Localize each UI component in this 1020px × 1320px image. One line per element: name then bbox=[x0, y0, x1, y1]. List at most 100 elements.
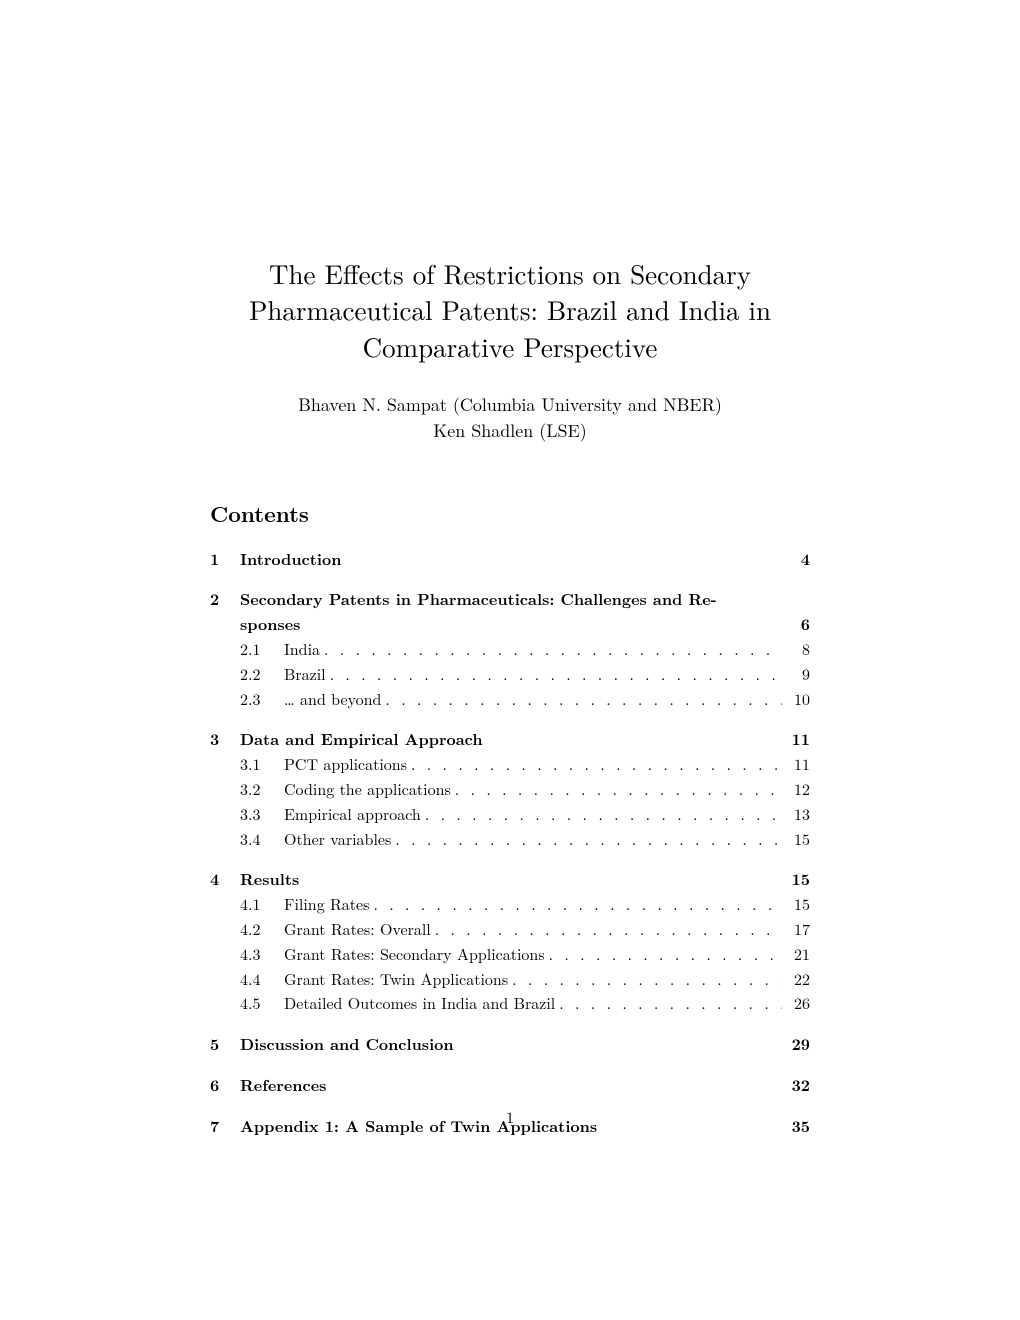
toc-page-number: 15 bbox=[786, 827, 810, 852]
author-line-1: Bhaven N. Sampat (Columbia University an… bbox=[210, 392, 810, 417]
toc-page-number: 11 bbox=[786, 727, 810, 752]
toc-leader-dots bbox=[330, 662, 782, 687]
toc-section-row: 3Data and Empirical Approach 11 bbox=[210, 727, 810, 752]
toc-subsection-row: 2.2Brazil 9 bbox=[210, 662, 810, 687]
toc-section-number: 5 bbox=[210, 1032, 240, 1057]
toc-page-number: 6 bbox=[786, 612, 810, 637]
toc-subsection-row: 4.4Grant Rates: Twin Applications 22 bbox=[210, 967, 810, 992]
toc-subsection-row: 2.3… and beyond 10 bbox=[210, 687, 810, 712]
toc-leader-dots bbox=[411, 752, 782, 777]
toc-subsection-number: 3.4 bbox=[240, 827, 284, 852]
toc-subsection-label: Coding the applications bbox=[284, 777, 451, 802]
toc-page-number: 15 bbox=[786, 892, 810, 917]
toc-page-number: 4 bbox=[786, 547, 810, 572]
toc-subsection-row: 4.3Grant Rates: Secondary Applications 21 bbox=[210, 942, 810, 967]
toc-leader-dots bbox=[324, 637, 782, 662]
contents-heading: Contents bbox=[210, 498, 810, 529]
toc-leader-dots bbox=[512, 967, 782, 992]
toc-page-number: 22 bbox=[786, 967, 810, 992]
toc-page-number: 9 bbox=[786, 662, 810, 687]
toc-section-number: 6 bbox=[210, 1073, 240, 1098]
toc-subsection-row: 3.1PCT applications 11 bbox=[210, 752, 810, 777]
toc-subsection-label: Grant Rates: Secondary Applications bbox=[284, 942, 545, 967]
toc-page-number: 13 bbox=[786, 802, 810, 827]
toc-subsection-row: 3.3Empirical approach 13 bbox=[210, 802, 810, 827]
toc-subsection-label: Grant Rates: Twin Applications bbox=[284, 967, 508, 992]
toc-subsection-label: Empirical approach bbox=[284, 802, 421, 827]
toc-section-row: 5Discussion and Conclusion 29 bbox=[210, 1032, 810, 1057]
toc-section-label: Secondary Patents in Pharmaceuticals: Ch… bbox=[240, 587, 717, 612]
toc-section-row: 4Results 15 bbox=[210, 867, 810, 892]
toc-section: 3Data and Empirical Approach113.1PCT app… bbox=[210, 727, 810, 851]
page-content: The Effects of Restrictions on Secondary… bbox=[210, 255, 810, 1155]
toc-page-number: 10 bbox=[786, 687, 810, 712]
toc-section: 1Introduction 4 bbox=[210, 547, 810, 572]
toc-subsection-label: Other variables bbox=[284, 827, 391, 852]
toc-leader-dots bbox=[549, 942, 782, 967]
toc-section-row: 2Secondary Patents in Pharmaceuticals: C… bbox=[210, 587, 810, 612]
page-number: 1 bbox=[210, 1105, 810, 1128]
toc-page-number: 26 bbox=[786, 991, 810, 1016]
toc-subsection-row: 4.1Filing Rates 15 bbox=[210, 892, 810, 917]
toc-section: 6References 32 bbox=[210, 1073, 810, 1098]
toc-subsection-number: 2.3 bbox=[240, 687, 284, 712]
toc-page-number: 21 bbox=[786, 942, 810, 967]
toc-subsection-label: Filing Rates bbox=[284, 892, 369, 917]
toc-section-row-cont: sponses 6 bbox=[210, 612, 810, 637]
toc-leader-dots bbox=[455, 777, 782, 802]
toc-section-label: Discussion and Conclusion bbox=[240, 1032, 454, 1057]
toc-section-number: 2 bbox=[210, 587, 240, 612]
toc-subsection-row: 3.4Other variables 15 bbox=[210, 827, 810, 852]
toc-leader-dots bbox=[395, 827, 782, 852]
toc-subsection-row: 4.5Detailed Outcomes in India and Brazil… bbox=[210, 991, 810, 1016]
toc-subsection-row: 2.1India 8 bbox=[210, 637, 810, 662]
toc-section: 4Results154.1Filing Rates154.2Grant Rate… bbox=[210, 867, 810, 1016]
toc-section: 5Discussion and Conclusion 29 bbox=[210, 1032, 810, 1057]
toc-subsection-label: Detailed Outcomes in India and Brazil bbox=[284, 991, 555, 1016]
toc-subsection-number: 2.1 bbox=[240, 637, 284, 662]
toc-subsection-number: 2.2 bbox=[240, 662, 284, 687]
toc-leader-dots bbox=[559, 991, 782, 1016]
toc-subsection-label: PCT applications bbox=[284, 752, 407, 777]
toc-section-row: 1Introduction 4 bbox=[210, 547, 810, 572]
author-block: Bhaven N. Sampat (Columbia University an… bbox=[210, 392, 810, 442]
toc-page-number: 12 bbox=[786, 777, 810, 802]
toc-subsection-row: 3.2Coding the applications 12 bbox=[210, 777, 810, 802]
toc-page-number: 15 bbox=[786, 867, 810, 892]
toc-section-label: Introduction bbox=[240, 547, 341, 572]
toc-page-number: 11 bbox=[786, 752, 810, 777]
toc-leader-dots bbox=[435, 917, 782, 942]
toc-subsection-number: 3.3 bbox=[240, 802, 284, 827]
toc-section-label: References bbox=[240, 1073, 326, 1098]
toc-subsection-number: 4.4 bbox=[240, 967, 284, 992]
toc-subsection-number: 3.2 bbox=[240, 777, 284, 802]
toc-subsection-number: 4.1 bbox=[240, 892, 284, 917]
toc-subsection-row: 4.2Grant Rates: Overall 17 bbox=[210, 917, 810, 942]
toc-subsection-label: Grant Rates: Overall bbox=[284, 917, 431, 942]
document-title: The Effects of Restrictions on Secondary… bbox=[210, 255, 810, 364]
toc-subsection-label: India bbox=[284, 637, 320, 662]
toc-section-label: Results bbox=[240, 867, 299, 892]
toc-page-number: 8 bbox=[786, 637, 810, 662]
toc-subsection-number: 4.5 bbox=[240, 991, 284, 1016]
toc-subsection-number: 3.1 bbox=[240, 752, 284, 777]
toc-page-number: 17 bbox=[786, 917, 810, 942]
toc-section-number: 4 bbox=[210, 867, 240, 892]
author-line-2: Ken Shadlen (LSE) bbox=[210, 418, 810, 443]
toc-section-row: 6References 32 bbox=[210, 1073, 810, 1098]
toc-section: 2Secondary Patents in Pharmaceuticals: C… bbox=[210, 587, 810, 711]
toc-subsection-number: 4.2 bbox=[240, 917, 284, 942]
toc-page-number: 32 bbox=[786, 1073, 810, 1098]
toc-leader-dots bbox=[425, 802, 782, 827]
toc-section-label: Data and Empirical Approach bbox=[240, 727, 483, 752]
toc-section-label-cont: sponses bbox=[240, 612, 300, 637]
toc-section-number: 3 bbox=[210, 727, 240, 752]
toc-subsection-label: Brazil bbox=[284, 662, 326, 687]
toc-subsection-label: … and beyond bbox=[284, 687, 381, 712]
toc-subsection-number: 4.3 bbox=[240, 942, 284, 967]
toc-leader-dots bbox=[385, 687, 782, 712]
table-of-contents: 1Introduction42Secondary Patents in Phar… bbox=[210, 547, 810, 1139]
toc-section-number: 1 bbox=[210, 547, 240, 572]
toc-page-number: 29 bbox=[786, 1032, 810, 1057]
toc-leader-dots bbox=[373, 892, 782, 917]
